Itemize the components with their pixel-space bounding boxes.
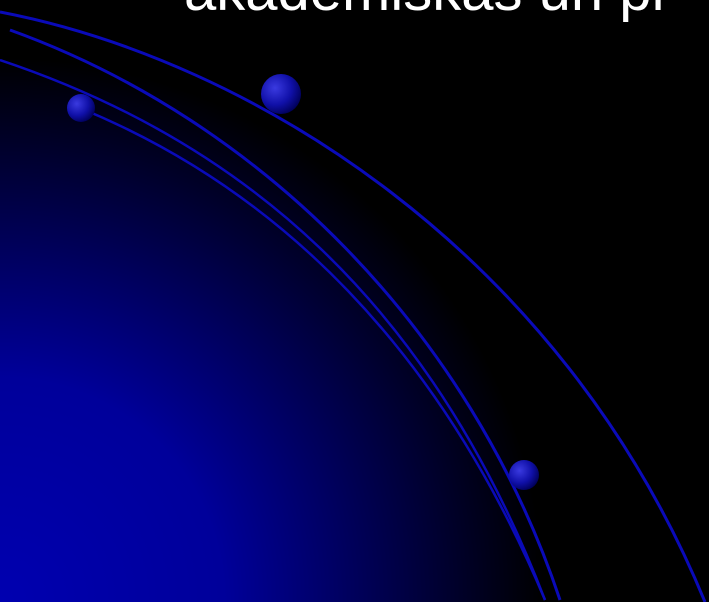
sphere [67, 94, 95, 122]
curve [79, 106, 547, 601]
sphere [261, 74, 301, 114]
curve [0, 58, 547, 601]
curve [0, 10, 707, 602]
curve [9, 28, 562, 601]
decor-curves [0, 10, 707, 602]
slide-title: akademiskas un pr [184, 0, 671, 23]
sphere [509, 460, 539, 490]
